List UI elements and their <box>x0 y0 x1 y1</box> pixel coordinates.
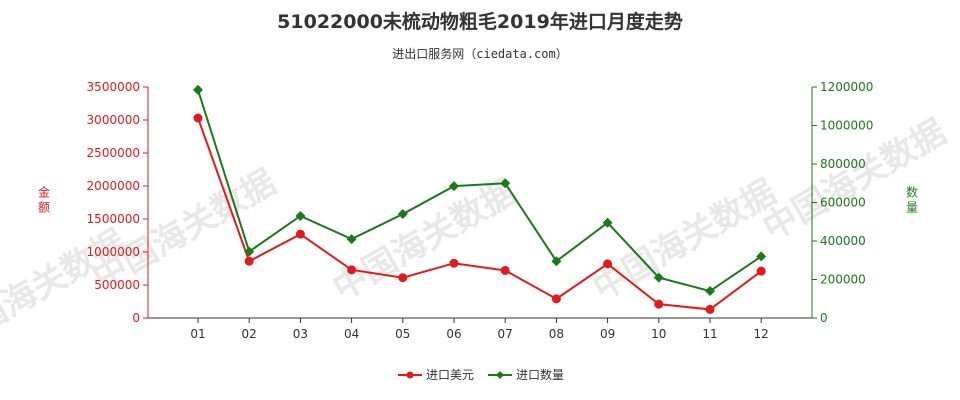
data-point <box>346 234 357 245</box>
x-tick-label: 06 <box>446 327 461 341</box>
right-tick-label: 400000 <box>820 234 866 248</box>
data-point <box>654 299 664 309</box>
right-tick-label: 0 <box>820 311 828 325</box>
data-point <box>244 256 254 266</box>
data-point <box>705 304 715 314</box>
data-point <box>500 265 510 275</box>
series-layer <box>193 84 767 314</box>
data-point <box>500 178 511 189</box>
data-point <box>705 286 715 297</box>
data-point <box>193 84 203 95</box>
data-point <box>347 265 357 275</box>
x-tick-label: 10 <box>651 327 666 341</box>
data-point <box>603 259 613 269</box>
watermark-text: 中国海关数据 <box>586 172 783 309</box>
left-axis-label-text: 金额 <box>38 185 50 215</box>
data-point <box>602 217 613 228</box>
watermark-text: 中国海关数据 <box>756 112 953 249</box>
data-point <box>244 246 255 257</box>
legend-label: 进口数量 <box>516 367 564 382</box>
data-point <box>397 209 408 220</box>
legend-label: 进口美元 <box>426 368 474 382</box>
x-tick-label: 07 <box>498 327 513 341</box>
legend-swatch-marker <box>406 371 414 379</box>
legend[interactable]: 进口美元 进口数量 <box>398 367 564 382</box>
series-line <box>197 89 762 293</box>
data-point <box>551 294 561 304</box>
left-tick-label: 3000000 <box>87 113 140 127</box>
x-tick-label: 12 <box>754 327 769 341</box>
chart-subtitle: 进出口服务网（ciedata.com） <box>392 46 567 61</box>
legend-item[interactable]: 进口数量 <box>488 367 564 382</box>
left-tick-label: 2000000 <box>87 179 140 193</box>
left-tick-label: 0 <box>132 311 140 325</box>
x-tick-label: 05 <box>395 327 410 341</box>
legend-item[interactable]: 进口美元 <box>398 368 474 382</box>
series-line <box>197 117 762 311</box>
left-tick-label: 1000000 <box>87 245 140 259</box>
right-tick-label: 800000 <box>820 157 866 171</box>
right-tick-label: 600000 <box>820 196 866 210</box>
data-point <box>551 256 562 267</box>
axes: 0500000100000015000002000000250000030000… <box>87 80 874 341</box>
series-right <box>193 84 767 297</box>
data-point <box>295 229 305 239</box>
x-tick-label: 08 <box>549 327 564 341</box>
right-axis-label: 数量 <box>906 185 918 215</box>
right-axis-label-text: 数量 <box>906 185 918 215</box>
right-tick-label: 200000 <box>820 273 866 287</box>
x-tick-label: 09 <box>600 327 615 341</box>
data-point <box>193 113 203 123</box>
right-tick-label: 1000000 <box>820 119 873 133</box>
chart-title: 51022000未梳动物粗毛2019年进口月度走势 <box>277 10 683 33</box>
data-point <box>449 258 459 268</box>
x-tick-label: 03 <box>293 327 308 341</box>
x-tick-label: 02 <box>242 327 257 341</box>
watermark-text: 中国海关数据 <box>326 172 523 309</box>
x-tick-label: 04 <box>344 327 359 341</box>
data-point <box>756 251 767 262</box>
legend-swatch-marker <box>496 371 504 379</box>
left-tick-label: 500000 <box>94 278 140 292</box>
x-tick-label: 01 <box>190 327 205 341</box>
left-tick-label: 1500000 <box>87 212 140 226</box>
left-tick-label: 3500000 <box>87 80 140 94</box>
data-point <box>295 210 306 221</box>
data-point <box>449 181 459 192</box>
x-tick-label: 11 <box>702 327 717 341</box>
series-left <box>193 113 766 314</box>
data-point <box>398 273 408 283</box>
data-point <box>756 266 766 276</box>
data-point <box>653 272 664 283</box>
left-axis-label: 金额 <box>38 185 50 215</box>
right-tick-label: 1200000 <box>820 80 873 94</box>
left-tick-label: 2500000 <box>87 146 140 160</box>
